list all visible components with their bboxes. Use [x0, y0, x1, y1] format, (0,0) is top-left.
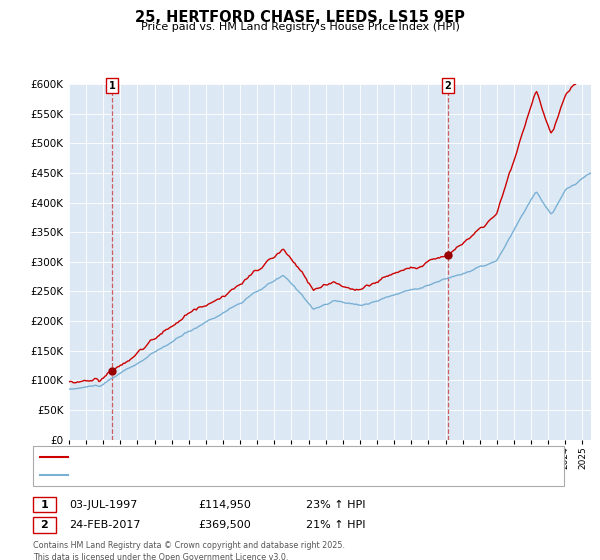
Text: 25, HERTFORD CHASE, LEEDS, LS15 9EP (detached house): 25, HERTFORD CHASE, LEEDS, LS15 9EP (det…	[73, 452, 377, 462]
Text: 23% ↑ HPI: 23% ↑ HPI	[306, 500, 365, 510]
Text: 1: 1	[109, 81, 115, 91]
Text: 1: 1	[41, 500, 48, 510]
Text: Contains HM Land Registry data © Crown copyright and database right 2025.
This d: Contains HM Land Registry data © Crown c…	[33, 541, 345, 560]
Text: 25, HERTFORD CHASE, LEEDS, LS15 9EP: 25, HERTFORD CHASE, LEEDS, LS15 9EP	[135, 10, 465, 25]
Text: 03-JUL-1997: 03-JUL-1997	[69, 500, 137, 510]
Text: Price paid vs. HM Land Registry's House Price Index (HPI): Price paid vs. HM Land Registry's House …	[140, 22, 460, 32]
Text: 24-FEB-2017: 24-FEB-2017	[69, 520, 140, 530]
Text: £369,500: £369,500	[198, 520, 251, 530]
Text: 2: 2	[41, 520, 48, 530]
Text: 2: 2	[445, 81, 451, 91]
Text: £114,950: £114,950	[198, 500, 251, 510]
Text: 21% ↑ HPI: 21% ↑ HPI	[306, 520, 365, 530]
Text: HPI: Average price, detached house, Leeds: HPI: Average price, detached house, Leed…	[73, 470, 296, 480]
